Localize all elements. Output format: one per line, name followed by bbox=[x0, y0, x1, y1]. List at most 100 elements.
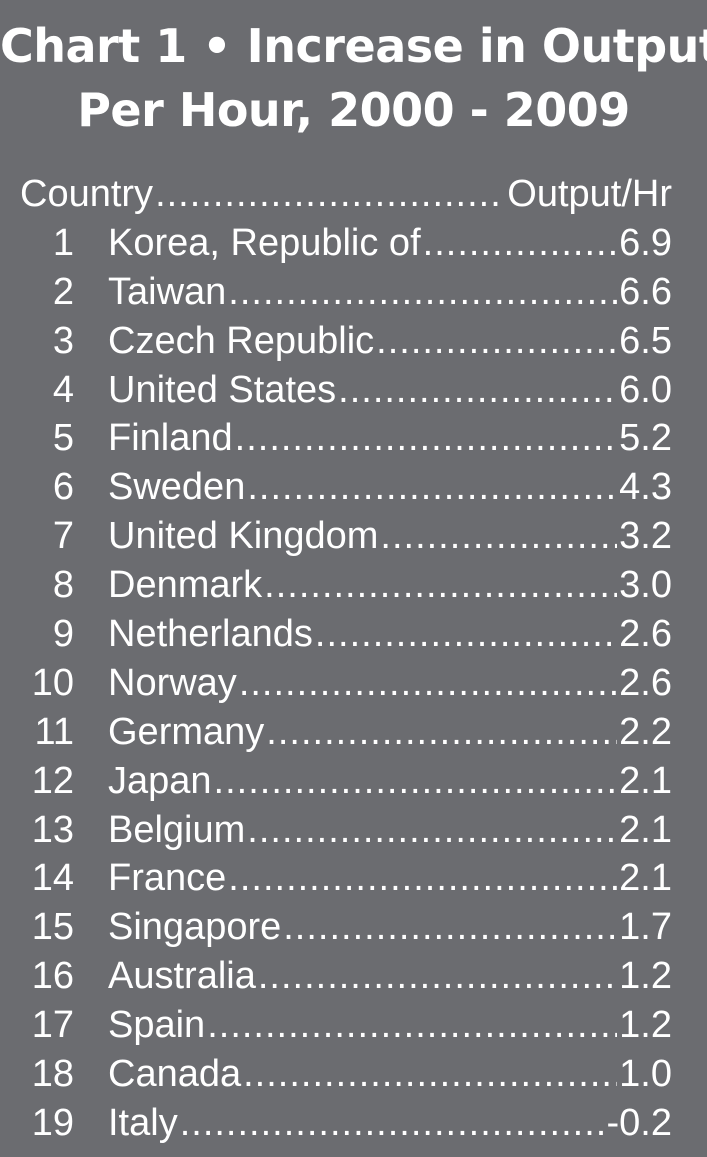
table-body: 1 Korea, Republic of 6.9 2 Taiwan 6.6 3 Czech R… bbox=[20, 219, 672, 1148]
dot-leader bbox=[315, 610, 617, 658]
output-value-cell: 1.0 bbox=[619, 1053, 672, 1096]
table-row: 11 Germany 2.2 bbox=[20, 708, 672, 757]
table-row: 16 Australia 1.2 bbox=[20, 952, 672, 1001]
dot-leader bbox=[266, 708, 617, 756]
table-row: 19 Italy -0.2 bbox=[20, 1099, 672, 1148]
table-row: 4 United States 6.0 bbox=[20, 366, 672, 415]
dot-leader bbox=[243, 1050, 617, 1098]
dot-leader bbox=[380, 512, 617, 560]
table-row: 5 Finland 5.2 bbox=[20, 414, 672, 463]
output-value-cell: 4.3 bbox=[619, 466, 672, 509]
chart-title-line-2: Per Hour, 2000 - 2009 bbox=[77, 83, 630, 137]
rank-cell: 12 bbox=[31, 759, 74, 802]
country-cell: United States bbox=[108, 368, 337, 411]
dot-leader bbox=[228, 854, 617, 902]
output-value-cell: 2.1 bbox=[619, 808, 672, 851]
country-cell: Norway bbox=[108, 661, 237, 704]
output-value-cell: 3.2 bbox=[619, 515, 672, 558]
country-cell: United Kingdom bbox=[108, 515, 379, 558]
dot-leader bbox=[239, 659, 617, 707]
rank-cell: 6 bbox=[52, 466, 74, 509]
country-cell: Belgium bbox=[108, 808, 246, 851]
table-row: 1 Korea, Republic of 6.9 bbox=[20, 219, 672, 268]
dot-leader bbox=[155, 170, 505, 218]
table-row: 2 Taiwan 6.6 bbox=[20, 268, 672, 317]
table-row: 14 France 2.1 bbox=[20, 854, 672, 903]
rank-cell: 13 bbox=[31, 808, 74, 851]
output-value-cell: 5.2 bbox=[619, 417, 672, 460]
output-value-cell: 3.0 bbox=[619, 564, 672, 607]
table-row: 8 Denmark 3.0 bbox=[20, 561, 672, 610]
output-value-cell: 1.7 bbox=[619, 906, 672, 949]
table-row: 15 Singapore 1.7 bbox=[20, 903, 672, 952]
output-value-cell: 6.6 bbox=[619, 270, 672, 313]
dot-leader bbox=[214, 757, 618, 805]
rank-cell: 4 bbox=[52, 368, 74, 411]
output-value-cell: 1.2 bbox=[619, 1004, 672, 1047]
rank-cell: 17 bbox=[31, 1004, 74, 1047]
dot-leader bbox=[235, 414, 618, 462]
rank-cell: 18 bbox=[31, 1053, 74, 1096]
table-row: 13 Belgium 2.1 bbox=[20, 806, 672, 855]
country-cell: France bbox=[108, 857, 227, 900]
chart-title-line-1: Chart 1 • Increase in Output bbox=[0, 19, 707, 73]
rank-cell: 16 bbox=[31, 955, 74, 998]
dot-leader bbox=[283, 903, 617, 951]
country-cell: Spain bbox=[108, 1004, 206, 1047]
column-header-output: Output/Hr bbox=[507, 173, 672, 215]
dot-leader bbox=[258, 952, 617, 1000]
country-cell: Denmark bbox=[108, 564, 263, 607]
output-value-cell: 2.6 bbox=[619, 613, 672, 656]
output-table: Country Output/Hr 1 Korea, Republic of 6.9… bbox=[20, 170, 672, 1148]
table-row: 12 Japan 2.1 bbox=[20, 757, 672, 806]
output-value-cell: 2.6 bbox=[619, 661, 672, 704]
dot-leader bbox=[247, 806, 617, 854]
table-row: 3 Czech Republic 6.5 bbox=[20, 317, 672, 366]
country-cell: Singapore bbox=[108, 906, 282, 949]
dot-leader bbox=[338, 366, 617, 414]
table-row: 18 Canada 1.0 bbox=[20, 1050, 672, 1099]
output-value-cell: 2.2 bbox=[619, 710, 672, 753]
rank-cell: 5 bbox=[52, 417, 74, 460]
output-value-cell: 2.1 bbox=[619, 759, 672, 802]
table-row: 6 Sweden 4.3 bbox=[20, 463, 672, 512]
dot-leader bbox=[180, 1099, 605, 1147]
country-cell: Taiwan bbox=[108, 270, 227, 313]
rank-cell: 8 bbox=[52, 564, 74, 607]
dot-leader bbox=[247, 463, 617, 511]
country-cell: Czech Republic bbox=[108, 319, 375, 362]
rank-cell: 10 bbox=[31, 661, 74, 704]
chart-title: Chart 1 • Increase in Output Per Hour, 2… bbox=[0, 14, 707, 142]
rank-cell: 14 bbox=[31, 857, 74, 900]
rank-cell: 2 bbox=[52, 270, 74, 313]
column-header-country: Country bbox=[20, 173, 154, 215]
country-cell: Australia bbox=[108, 955, 256, 998]
country-cell: Italy bbox=[108, 1101, 178, 1144]
dot-leader bbox=[228, 268, 617, 316]
output-value-cell: 6.5 bbox=[619, 319, 672, 362]
rank-cell: 15 bbox=[31, 906, 74, 949]
table-row: 17 Spain 1.2 bbox=[20, 1001, 672, 1050]
country-cell: Korea, Republic of bbox=[108, 221, 421, 264]
rank-cell: 19 bbox=[31, 1101, 74, 1144]
rank-cell: 7 bbox=[52, 515, 74, 558]
table-row: 10 Norway 2.6 bbox=[20, 659, 672, 708]
rank-cell: 9 bbox=[52, 613, 74, 656]
country-cell: Netherlands bbox=[108, 613, 313, 656]
rank-cell: 1 bbox=[52, 221, 74, 264]
dot-leader bbox=[376, 317, 617, 365]
dot-leader bbox=[207, 1001, 617, 1049]
rank-cell: 11 bbox=[34, 710, 74, 753]
output-value-cell: 6.0 bbox=[619, 368, 672, 411]
output-value-cell: 6.9 bbox=[619, 221, 672, 264]
table-header-row: Country Output/Hr bbox=[20, 170, 672, 219]
output-value-cell: 2.1 bbox=[619, 857, 672, 900]
table-row: 7 United Kingdom 3.2 bbox=[20, 512, 672, 561]
country-cell: Sweden bbox=[108, 466, 246, 509]
table-row: 9 Netherlands 2.6 bbox=[20, 610, 672, 659]
output-value-cell: -0.2 bbox=[606, 1101, 672, 1144]
country-cell: Canada bbox=[108, 1053, 242, 1096]
country-cell: Finland bbox=[108, 417, 233, 460]
dot-leader bbox=[264, 561, 617, 609]
dot-leader bbox=[423, 219, 618, 267]
